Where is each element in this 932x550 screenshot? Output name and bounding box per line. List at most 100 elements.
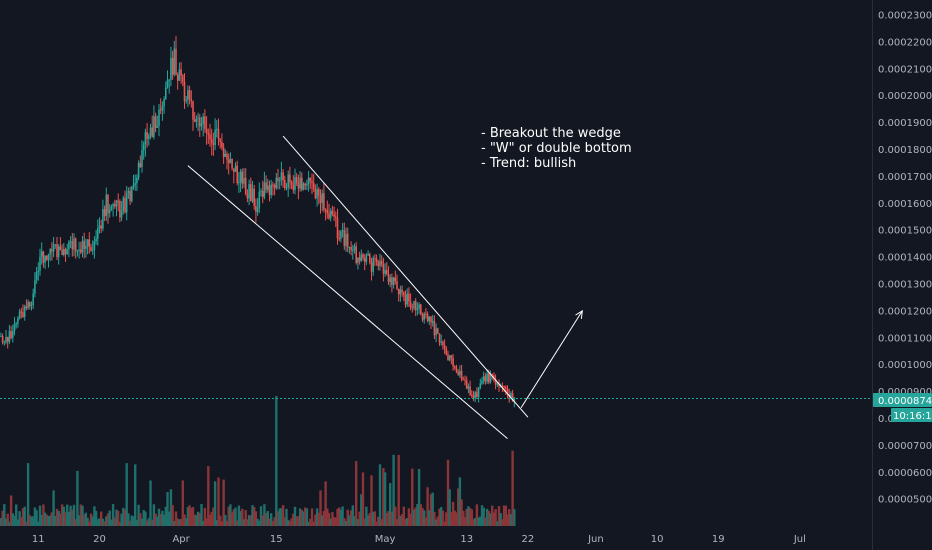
volume-bar (77, 515, 81, 526)
candle-body (251, 188, 254, 202)
candle-body (493, 375, 495, 380)
candle-body (467, 386, 470, 389)
candle-body (1, 335, 4, 343)
candle-body (299, 177, 301, 189)
volume-bar (198, 512, 201, 526)
arrow-head (575, 309, 583, 319)
volume-bar (397, 454, 400, 526)
candle-body (387, 274, 390, 282)
candle-body (496, 383, 499, 385)
volume-bar (117, 510, 120, 526)
candle-body (112, 204, 114, 207)
candle-body (341, 230, 344, 232)
volume-bar (387, 511, 390, 526)
volume-bar (237, 505, 241, 526)
x-tick-label: 10 (651, 534, 664, 545)
volume-bar (429, 494, 433, 526)
volume-bar (156, 516, 159, 526)
wedge-upper[interactable] (282, 135, 529, 418)
candle-body (382, 264, 385, 274)
candle-body (338, 238, 340, 240)
volume-bar (295, 516, 298, 526)
candle-body (86, 239, 89, 246)
candle-body (440, 341, 442, 343)
candle-body (129, 190, 131, 202)
candle-body (384, 269, 386, 274)
x-tick-label: May (375, 534, 396, 545)
candle-body (90, 247, 92, 251)
candle-body (256, 207, 259, 212)
volume-bar (113, 517, 116, 526)
candle-body (340, 231, 342, 239)
volume-bar (417, 468, 421, 526)
candle-body (270, 184, 272, 196)
candle-body (103, 209, 106, 216)
volume-bar (205, 518, 208, 526)
candle-body (122, 197, 125, 211)
candle-body (119, 200, 121, 218)
volume-bar (0, 517, 3, 526)
volume-bar (239, 511, 242, 526)
volume-bar (71, 509, 74, 526)
candle-body (511, 393, 514, 402)
volume-bar (440, 507, 443, 526)
volume-bar (443, 521, 446, 526)
candle-body (447, 354, 449, 361)
candle-body (355, 246, 357, 263)
candle-body (494, 379, 497, 385)
candle-body (416, 308, 419, 310)
volume-bar (290, 518, 293, 526)
candle-body (73, 238, 75, 250)
candle-body (316, 189, 318, 199)
drawings-layer[interactable] (187, 135, 583, 440)
volume-bar (346, 509, 349, 526)
candle-body (401, 289, 403, 293)
projection-arrow[interactable] (520, 310, 583, 409)
candle-body (510, 393, 512, 397)
volume-bar (309, 518, 312, 526)
candle-body (295, 177, 298, 184)
wedge-lower[interactable] (187, 165, 508, 440)
candle-body (0, 335, 2, 337)
candles-pane (0, 36, 516, 408)
candle-body (350, 246, 352, 251)
candle-body (78, 249, 80, 251)
volume-bar (135, 519, 139, 526)
candle-body (197, 117, 199, 119)
volume-bar (30, 516, 33, 526)
candle-body (166, 79, 169, 88)
volume-bar (496, 521, 499, 526)
countdown-value: 10:16:19 (893, 411, 932, 422)
volume-bar (331, 512, 334, 526)
candle-body (27, 302, 29, 308)
volume-bar (215, 520, 218, 526)
candle-body (455, 367, 458, 373)
volume-bar (292, 513, 295, 526)
candle-body (63, 249, 65, 255)
candle-body (363, 257, 366, 262)
candle-body (42, 251, 45, 263)
volume-bar (49, 515, 52, 526)
candle-body (459, 370, 461, 375)
volume-bar (256, 518, 259, 526)
volume-bar (412, 509, 416, 526)
volume-bar (247, 515, 251, 526)
candle-body (358, 257, 361, 261)
volume-bar (140, 518, 144, 526)
volume-bar (314, 514, 317, 526)
volume-bar (433, 511, 436, 526)
candle-body (421, 314, 424, 320)
candle-body (146, 131, 148, 139)
candle-body (219, 139, 221, 142)
volume-bar (254, 511, 258, 526)
volume-bar (193, 514, 196, 526)
volume-bar (40, 515, 43, 526)
time-axis[interactable]: 11 20 Apr 15 May 13 22 Jun 10 19 Jul (32, 534, 806, 545)
candle-body (236, 165, 238, 183)
candle-body (482, 376, 485, 381)
volume-bar (491, 505, 494, 526)
